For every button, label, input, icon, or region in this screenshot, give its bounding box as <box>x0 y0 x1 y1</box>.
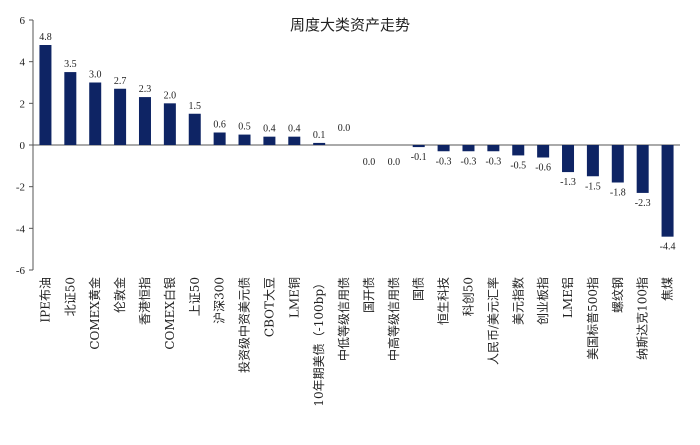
x-tick-label: 中低等级信用债 <box>336 277 351 361</box>
data-label: -1.8 <box>610 188 626 199</box>
y-tick-label: -4 <box>16 223 26 235</box>
x-tick-label: 上证50 <box>188 277 202 316</box>
bar <box>64 72 77 145</box>
data-label: 0.5 <box>238 122 251 133</box>
bar <box>89 82 102 145</box>
bar <box>39 45 52 145</box>
x-tick-label: 中高等级信用债 <box>386 277 401 361</box>
bar <box>412 145 425 148</box>
bar-series <box>39 45 674 237</box>
x-tick-label: COMEX黄金 <box>87 277 102 350</box>
y-tick-label: 0 <box>20 140 26 152</box>
x-tick-label: 国开债 <box>362 277 376 313</box>
bar <box>636 145 649 193</box>
bar <box>213 132 226 145</box>
data-label: 2.7 <box>114 76 127 87</box>
data-label: 0.0 <box>363 157 376 168</box>
data-label: -1.3 <box>560 177 576 188</box>
x-tick-label: LME铜 <box>286 277 301 318</box>
x-tick-label: 焦煤 <box>661 277 675 301</box>
data-label: -0.3 <box>436 156 452 167</box>
data-label: 0.0 <box>338 123 351 134</box>
data-label: 0.0 <box>388 157 401 168</box>
x-tick-label: 美国标普500指 <box>585 277 600 360</box>
bar <box>288 136 301 145</box>
data-label: 0.4 <box>288 124 301 135</box>
bar <box>611 145 624 183</box>
bar <box>462 145 475 152</box>
data-label: 3.5 <box>64 59 77 70</box>
data-label: -1.5 <box>585 181 601 192</box>
data-label: -2.3 <box>635 198 651 209</box>
x-tick-label: IPE布油 <box>38 277 52 323</box>
x-tick-label: 香港恒指 <box>137 277 152 325</box>
data-label: 2.3 <box>139 84 152 95</box>
x-tick-label: 创业板指 <box>535 277 550 325</box>
bar <box>537 145 550 158</box>
bar <box>238 134 251 145</box>
y-tick-label: -2 <box>16 182 25 194</box>
x-tick-label: CBOT大豆 <box>262 277 276 337</box>
x-tick-label: LME铝 <box>560 277 575 318</box>
x-tick-label: 美元指数 <box>510 277 525 325</box>
value-labels: 4.8 3.5 3.0 2.7 2.3 2.0 1.5 0.6 0.5 0.4 0.4 0.1 0.0 0… <box>39 32 675 253</box>
x-tick-label: 恒生科技 <box>437 277 451 325</box>
y-axis: 6 4 2 0 -2 -4 -6 <box>16 15 680 277</box>
x-tick-label: 螺纹钢 <box>611 277 625 313</box>
category-labels: IPE布油 北证50 COMEX黄金 伦敦金 香港恒指 COMEX白银 上证50 沪深300 投… <box>38 277 674 407</box>
bar <box>263 136 276 145</box>
data-label: -0.6 <box>535 163 551 174</box>
bar <box>114 88 127 145</box>
bar <box>661 145 674 237</box>
data-label: -0.3 <box>485 156 501 167</box>
data-label: 4.8 <box>39 32 52 43</box>
bar <box>163 103 176 145</box>
x-tick-label: 北证50 <box>63 277 77 316</box>
bar <box>512 145 525 156</box>
bar <box>437 145 450 152</box>
data-label: -4.4 <box>660 242 676 253</box>
bar <box>313 142 326 145</box>
x-tick-label: COMEX白银 <box>162 277 177 350</box>
data-label: -0.1 <box>411 152 427 163</box>
data-label: 2.0 <box>164 90 177 101</box>
data-label: -0.3 <box>461 156 477 167</box>
y-tick-label: 4 <box>20 57 26 69</box>
x-tick-label: 科创50 <box>461 277 475 316</box>
x-tick-label: 伦敦金 <box>112 277 127 313</box>
bar <box>562 145 575 173</box>
x-tick-label: 人民币/美元汇率 <box>485 277 500 365</box>
x-tick-label: 沪深300 <box>213 277 227 324</box>
data-label: 1.5 <box>189 101 202 112</box>
data-label: 0.4 <box>263 124 276 135</box>
y-tick-label: -6 <box>16 265 26 277</box>
data-label: 3.0 <box>89 70 102 81</box>
chart-title: 周度大类资产走势 <box>290 16 410 34</box>
y-tick-label: 6 <box>20 15 26 27</box>
x-tick-label: 国债 <box>412 277 426 301</box>
data-label: -0.5 <box>510 160 526 171</box>
bar <box>188 113 201 145</box>
bar <box>138 97 151 145</box>
x-tick-label: 投资级中资美元债 <box>237 277 252 373</box>
bar <box>487 145 500 152</box>
data-label: 0.6 <box>213 120 226 131</box>
x-tick-label: 10年期美债（-100bp） <box>312 277 326 407</box>
x-tick-label: 纳斯达克100指 <box>635 277 650 360</box>
bar <box>586 145 599 177</box>
data-label: 0.1 <box>313 130 326 141</box>
y-tick-label: 2 <box>20 98 26 110</box>
